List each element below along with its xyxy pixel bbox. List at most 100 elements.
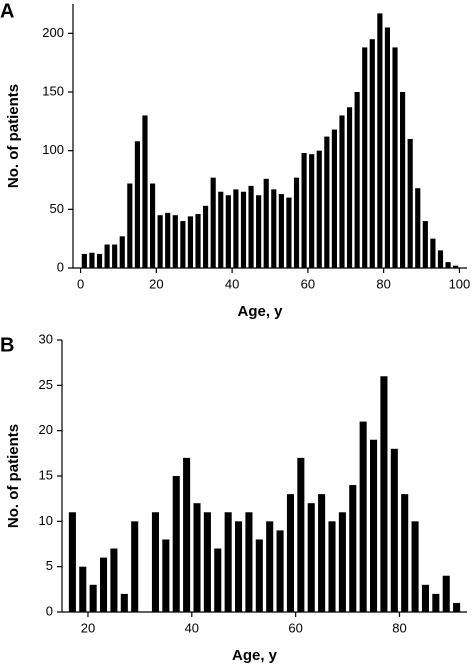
bar — [120, 593, 128, 612]
bar — [151, 512, 159, 612]
bar — [183, 457, 191, 612]
bar — [411, 521, 419, 612]
bar — [96, 253, 103, 268]
bar — [384, 27, 391, 268]
bar — [380, 376, 388, 612]
bar — [218, 191, 224, 268]
bar — [445, 262, 451, 268]
x-tick-label: 40 — [185, 620, 199, 635]
panel-label: A — [0, 0, 14, 22]
bar — [286, 494, 294, 612]
x-axis-label: Age, y — [237, 303, 283, 320]
y-tick-label: 10 — [39, 513, 53, 528]
bar — [318, 494, 326, 612]
bar — [203, 512, 211, 612]
bar — [401, 494, 409, 612]
bar — [370, 439, 378, 612]
bar — [172, 215, 178, 268]
bar — [324, 136, 330, 268]
bar — [442, 575, 450, 612]
bar — [349, 485, 357, 612]
bar — [407, 138, 413, 268]
x-tick-label: 60 — [301, 276, 315, 291]
bar — [142, 115, 148, 268]
x-tick-label: 80 — [392, 620, 406, 635]
bar — [338, 512, 346, 612]
y-tick-label: 30 — [39, 331, 53, 346]
bar — [307, 503, 315, 612]
bar — [110, 548, 118, 612]
bar — [297, 457, 305, 612]
bar — [210, 177, 216, 268]
bar — [195, 214, 201, 268]
bar — [187, 216, 194, 268]
x-axis-label: Age, y — [232, 647, 278, 664]
bar — [134, 141, 140, 268]
bar — [422, 221, 428, 268]
x-tick-label: 20 — [149, 276, 163, 291]
bar — [162, 539, 170, 612]
bar — [437, 250, 444, 268]
bar — [286, 197, 292, 268]
bar — [316, 150, 322, 268]
bar — [390, 448, 398, 612]
y-tick-label: 15 — [39, 467, 53, 482]
x-tick-label: 100 — [449, 276, 471, 291]
y-tick-label: 5 — [46, 558, 53, 573]
bar — [271, 189, 277, 268]
y-tick-label: 0 — [46, 603, 53, 618]
bar — [331, 129, 337, 268]
bar — [119, 236, 125, 268]
x-tick-label: 0 — [77, 276, 84, 291]
bar — [127, 183, 133, 268]
bar — [421, 584, 429, 612]
bar — [354, 92, 360, 268]
bar — [100, 557, 108, 612]
bar — [392, 47, 398, 269]
y-tick-label: 200 — [42, 25, 64, 40]
x-tick-label: 80 — [376, 276, 390, 291]
bar — [278, 194, 284, 268]
bar — [346, 107, 353, 269]
bar — [68, 512, 76, 612]
bar — [79, 566, 87, 612]
bar — [400, 92, 406, 268]
y-tick-label: 20 — [39, 422, 53, 437]
bar — [293, 177, 300, 268]
bar — [301, 153, 307, 268]
x-tick-label: 20 — [81, 620, 95, 635]
bar — [362, 47, 368, 269]
bar — [131, 521, 139, 612]
bar — [256, 195, 262, 268]
bar — [81, 253, 87, 268]
bar — [276, 530, 284, 612]
y-axis-label: No. of patients — [5, 424, 22, 528]
bar — [165, 212, 171, 268]
y-tick-label: 0 — [57, 259, 64, 274]
bar — [149, 183, 156, 268]
y-tick-label: 50 — [50, 201, 64, 216]
bar — [377, 13, 383, 268]
x-tick-label: 60 — [288, 620, 302, 635]
bar — [180, 221, 186, 268]
bar — [89, 252, 95, 268]
bar — [112, 244, 118, 268]
bar — [432, 593, 440, 612]
bar — [248, 185, 254, 268]
bar — [263, 178, 269, 268]
bar — [328, 521, 336, 612]
bar — [309, 154, 315, 268]
bar — [172, 476, 180, 612]
bar — [240, 191, 247, 268]
x-tick-label: 40 — [225, 276, 239, 291]
bar — [430, 238, 436, 268]
bar — [453, 602, 461, 612]
bar — [233, 189, 239, 268]
bar — [157, 215, 163, 268]
bar — [266, 521, 274, 612]
bar — [339, 115, 345, 268]
bar — [453, 265, 459, 268]
bar — [104, 244, 110, 268]
bar — [415, 188, 421, 268]
